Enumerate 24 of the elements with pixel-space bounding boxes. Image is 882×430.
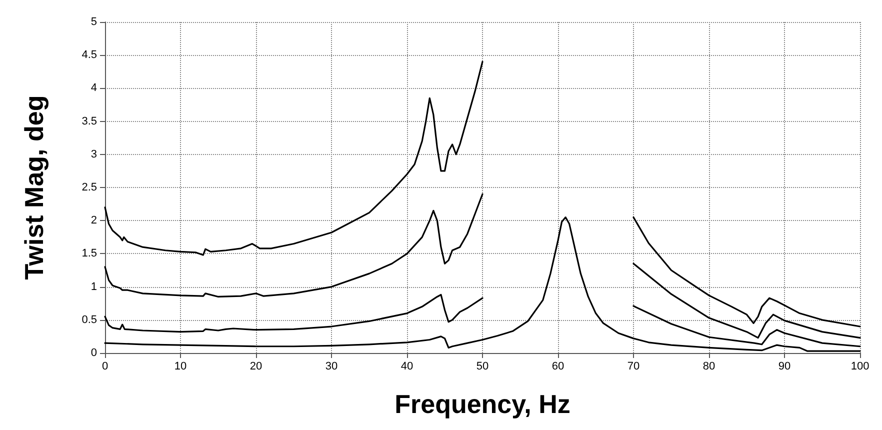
x-tick-label: 30 xyxy=(325,360,338,372)
x-tick-label: 60 xyxy=(552,360,564,372)
y-axis-title: Twist Mag, deg xyxy=(19,95,49,280)
x-tick-label: 100 xyxy=(850,360,870,372)
x-tick-label: 20 xyxy=(250,360,262,372)
y-tick-label: 4.5 xyxy=(82,49,97,62)
y-tick-label: 2 xyxy=(90,214,97,227)
y-tick-label: 1 xyxy=(90,280,97,293)
x-tick-label: 50 xyxy=(476,360,489,372)
y-tick-label: 5 xyxy=(90,16,97,28)
x-tick-label: 40 xyxy=(400,360,414,372)
y-tick-label: 1.5 xyxy=(82,248,97,260)
x-tick-label: 0 xyxy=(102,360,108,372)
y-tick-label: 3 xyxy=(90,148,97,160)
y-tick-label: 0.5 xyxy=(82,314,97,326)
x-tick-label: 80 xyxy=(702,360,716,372)
y-tick-label: 2.5 xyxy=(82,182,97,194)
x-tick-label: 10 xyxy=(174,360,187,372)
x-axis-title: Frequency, Hz xyxy=(394,389,570,419)
y-tick-label: 4 xyxy=(90,82,97,94)
y-tick-label: 0 xyxy=(90,347,97,359)
y-tick-label: 3.5 xyxy=(82,115,97,128)
x-tick-label: 70 xyxy=(627,360,640,372)
x-tick-label: 90 xyxy=(778,360,791,372)
